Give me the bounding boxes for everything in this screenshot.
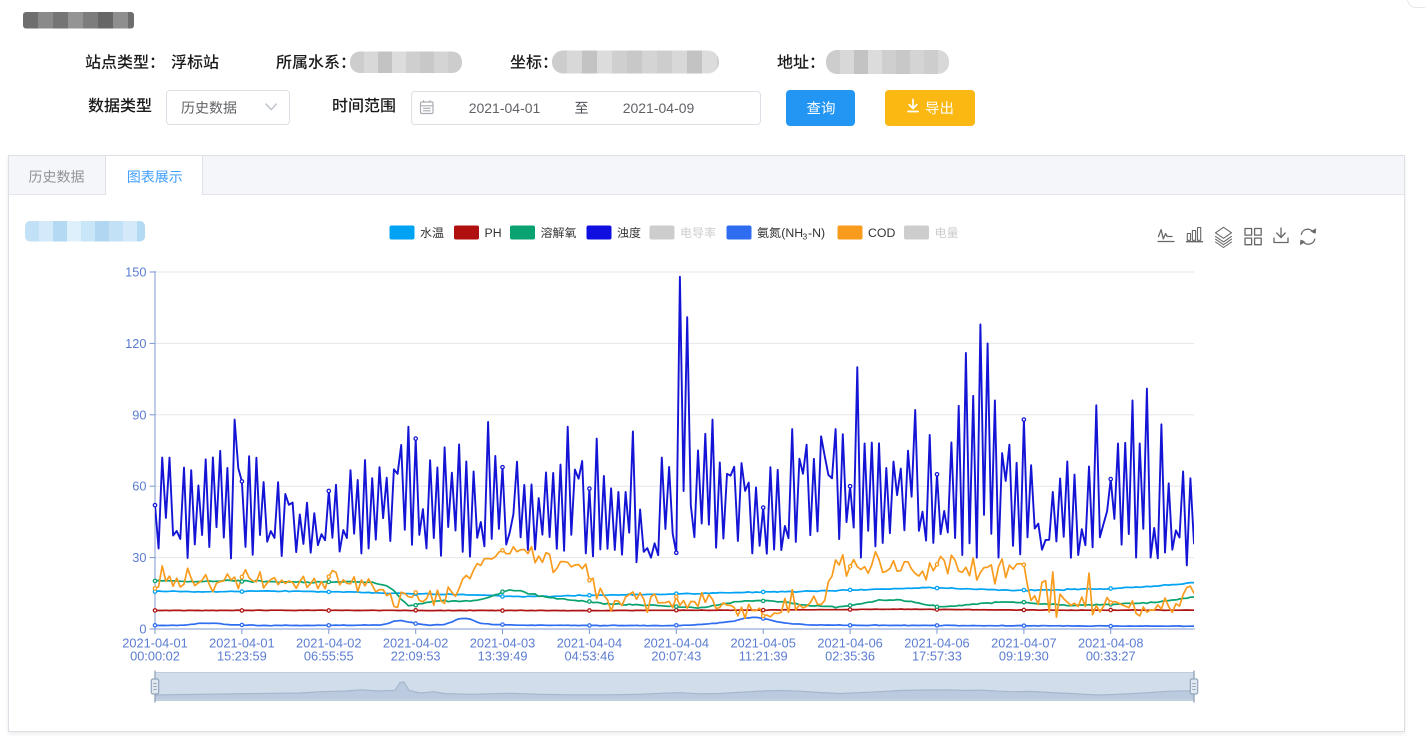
svg-text:60: 60: [132, 479, 146, 494]
svg-text:2021-04-02: 2021-04-02: [296, 636, 361, 651]
svg-text:COD: COD: [868, 226, 895, 240]
svg-text:2021-04-04: 2021-04-04: [557, 636, 622, 651]
svg-text:2021-04-07: 2021-04-07: [991, 636, 1056, 651]
svg-text:2021-04-01: 2021-04-01: [469, 100, 541, 116]
svg-text:15:23:59: 15:23:59: [217, 648, 267, 663]
svg-text:2021-04-01: 2021-04-01: [209, 636, 274, 651]
svg-text:04:53:46: 04:53:46: [565, 648, 615, 663]
svg-text:13:39:49: 13:39:49: [478, 648, 528, 663]
svg-text:2021-04-08: 2021-04-08: [1078, 636, 1143, 651]
svg-text:17:57:33: 17:57:33: [912, 648, 962, 663]
svg-text:2021-04-05: 2021-04-05: [730, 636, 795, 651]
svg-text:2021-04-06: 2021-04-06: [904, 636, 969, 651]
svg-text:90: 90: [132, 407, 146, 422]
svg-text:20:07:43: 20:07:43: [651, 648, 701, 663]
svg-text:2021-04-09: 2021-04-09: [623, 100, 695, 116]
svg-text:2021-04-04: 2021-04-04: [644, 636, 709, 651]
svg-text:0: 0: [139, 622, 146, 637]
svg-text:2021-04-02: 2021-04-02: [383, 636, 448, 651]
svg-text:2021-04-06: 2021-04-06: [817, 636, 882, 651]
svg-text:2021-04-01: 2021-04-01: [122, 636, 187, 651]
svg-text:00:33:27: 00:33:27: [1086, 648, 1136, 663]
svg-text:02:35:36: 02:35:36: [825, 648, 875, 663]
svg-text:22:09:53: 22:09:53: [391, 648, 441, 663]
svg-text:09:19:30: 09:19:30: [999, 648, 1049, 663]
svg-text:-N): -N): [808, 226, 825, 240]
svg-text:(NH: (NH: [781, 226, 803, 240]
svg-text:2021-04-03: 2021-04-03: [470, 636, 535, 651]
svg-text:06:55:55: 06:55:55: [304, 648, 354, 663]
svg-text:00:00:02: 00:00:02: [130, 648, 180, 663]
svg-text:3: 3: [803, 232, 808, 242]
svg-text:30: 30: [132, 550, 146, 565]
svg-text:120: 120: [125, 336, 146, 351]
svg-text:11:21:39: 11:21:39: [739, 648, 788, 663]
svg-text:150: 150: [125, 265, 146, 280]
svg-text:PH: PH: [485, 226, 502, 240]
